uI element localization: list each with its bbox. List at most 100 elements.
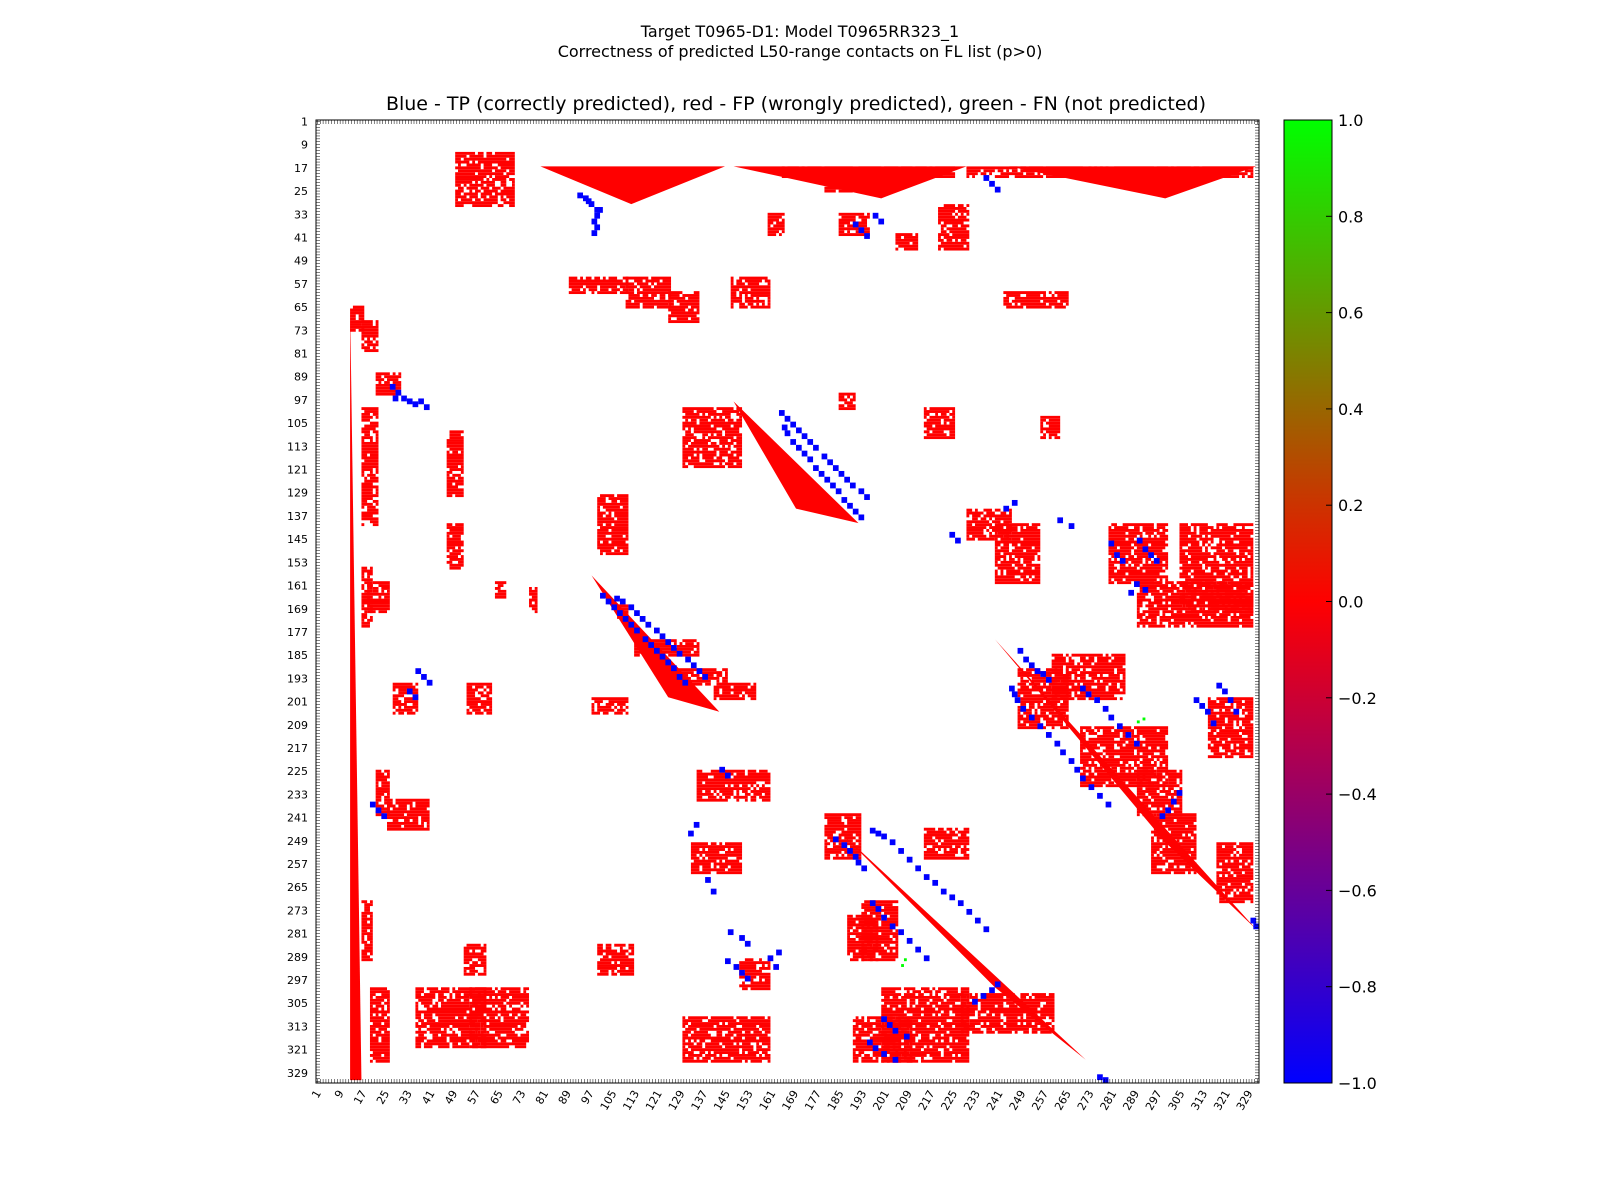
- fp-cell: [361, 407, 379, 411]
- fp-cell: [659, 294, 666, 297]
- fp-cell: [719, 441, 734, 445]
- fp-cell: [384, 795, 390, 799]
- tp-cell: [654, 647, 660, 654]
- fp-cell: [381, 1039, 390, 1043]
- fp-cell: [619, 499, 629, 503]
- fp-cell: [895, 1007, 921, 1011]
- fp-cell: [1031, 523, 1041, 527]
- fp-cell: [895, 247, 899, 251]
- tp-cell: [1054, 740, 1061, 747]
- fp-cell: [733, 1056, 771, 1060]
- fp-cell: [364, 906, 370, 909]
- heatmap-cells: [350, 151, 1259, 1083]
- fp-cell: [1074, 691, 1078, 695]
- fp-cell: [767, 224, 771, 228]
- fp-cell: [361, 604, 365, 608]
- fp-cell: [898, 1022, 939, 1025]
- fp-cell: [1108, 685, 1117, 689]
- fp-cell: [705, 1053, 717, 1057]
- fp-cell: [1017, 674, 1041, 677]
- fp-cell: [1250, 595, 1254, 599]
- fp-cell: [1119, 737, 1135, 741]
- fp-cell: [690, 856, 700, 860]
- fp-cell: [1051, 294, 1055, 297]
- fp-cell: [696, 798, 728, 802]
- fp-cell: [1000, 537, 1010, 541]
- fp-cell: [671, 311, 700, 315]
- fp-cell: [1080, 729, 1083, 733]
- fp-cell: [475, 1030, 478, 1034]
- fp-cell: [1065, 671, 1078, 675]
- fp-cell: [1224, 885, 1248, 889]
- fp-cell: [1244, 169, 1254, 173]
- x-tick-label: 65: [488, 1088, 506, 1107]
- tp-cell: [906, 937, 913, 944]
- fp-cell: [1179, 531, 1197, 535]
- fp-cell: [1142, 526, 1154, 529]
- fp-cell: [668, 294, 680, 297]
- fp-cell: [943, 236, 970, 239]
- tp-cell: [682, 679, 689, 686]
- tp-cell: [705, 877, 711, 883]
- fp-cell: [1199, 595, 1214, 599]
- fp-cell: [767, 302, 771, 306]
- fp-cell: [1142, 734, 1166, 738]
- fp-cell: [892, 1030, 907, 1034]
- fp-cell: [1142, 758, 1154, 762]
- tp-cell: [406, 688, 413, 695]
- fp-cell: [1165, 566, 1169, 570]
- fp-cell: [938, 848, 941, 851]
- fp-cell: [466, 685, 473, 689]
- fp-cell: [1128, 563, 1132, 567]
- fp-cell: [1176, 819, 1197, 822]
- fp-cell: [952, 224, 958, 228]
- fp-cell: [960, 1019, 964, 1023]
- fp-cell: [614, 711, 623, 715]
- fp-cell: [1216, 572, 1225, 576]
- fp-cell: [881, 987, 902, 991]
- fp-cell: [716, 1033, 723, 1037]
- fp-cell: [861, 932, 873, 936]
- fp-cell: [909, 998, 916, 1002]
- fp-cell: [1040, 418, 1046, 422]
- fp-cell: [611, 499, 618, 503]
- fp-cell: [449, 557, 464, 561]
- axes-frame: [315, 119, 1260, 1084]
- fp-cell: [438, 993, 444, 996]
- y-tick-label: 1: [301, 115, 308, 128]
- fp-cell: [1219, 613, 1231, 617]
- fp-cell: [867, 952, 876, 956]
- fp-cell: [682, 1036, 731, 1040]
- fp-cell: [960, 1010, 975, 1014]
- fp-cell: [727, 459, 743, 463]
- fp-cell: [361, 940, 368, 944]
- fp-cell: [469, 990, 476, 994]
- fp-cell: [688, 1045, 703, 1049]
- fp-cell: [903, 993, 916, 996]
- fp-cell: [628, 296, 655, 300]
- fp-cell: [455, 192, 461, 196]
- fp-cell: [1216, 877, 1254, 880]
- fp-cell: [477, 993, 530, 996]
- fp-cell: [881, 1007, 893, 1011]
- fp-cell: [742, 1051, 745, 1054]
- fp-cell: [497, 990, 507, 994]
- fp-cell: [690, 1033, 711, 1037]
- fp-cell: [369, 1033, 373, 1037]
- fp-cell: [1199, 607, 1203, 611]
- fp-cell: [1020, 700, 1044, 704]
- figure-suptitle-line2: Correctness of predicted L50-range conta…: [557, 42, 1043, 61]
- tp-cell: [813, 444, 819, 451]
- fp-cell: [1230, 737, 1254, 741]
- fp-cell: [1173, 871, 1186, 875]
- fp-cell: [1040, 427, 1061, 431]
- fp-cell: [1233, 575, 1240, 579]
- fp-cell: [392, 688, 396, 692]
- fp-cell: [1165, 868, 1197, 872]
- fp-cell: [1031, 1030, 1038, 1034]
- fp-cell: [1145, 743, 1169, 747]
- fp-cell: [455, 995, 470, 999]
- fp-cell: [1136, 810, 1166, 814]
- fp-cell: [1136, 766, 1154, 770]
- fp-cell: [600, 494, 615, 498]
